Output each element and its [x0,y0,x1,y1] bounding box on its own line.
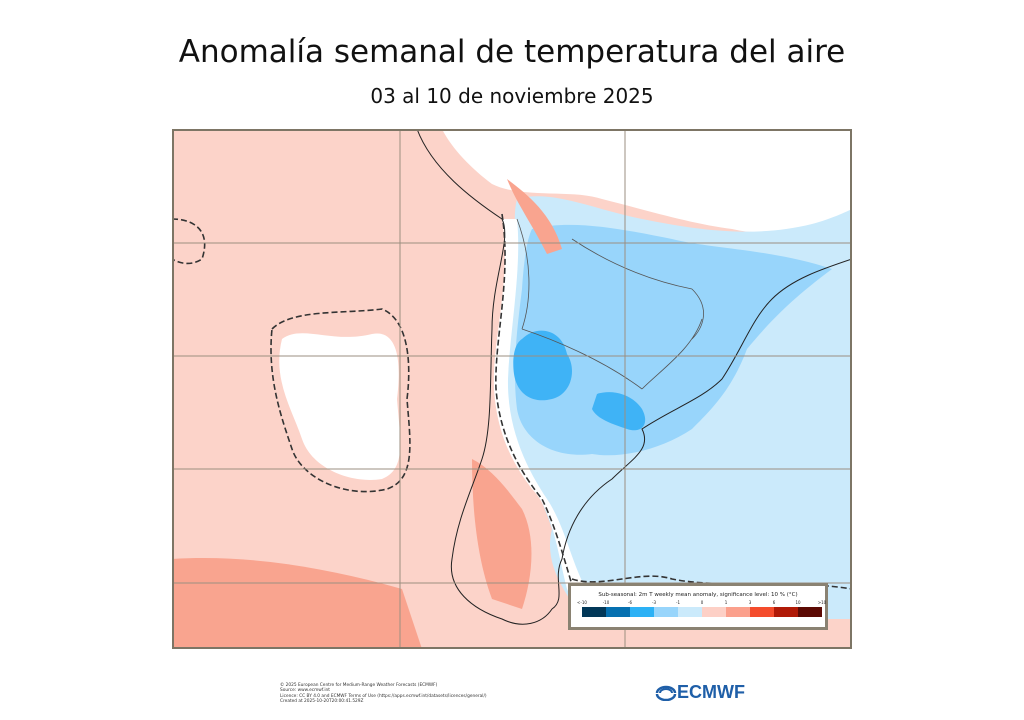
legend-tick-label: 3 [748,600,752,605]
legend-tick-label: 1 [724,600,728,605]
ecmwf-logo: ECMWF [655,682,745,703]
legend-swatch [774,607,798,617]
warm-north [507,179,562,254]
legend-tick-label: -10 [602,600,610,605]
legend-tick-label: >10 [817,600,827,605]
legend-swatch [654,607,678,617]
color-legend: Sub-seasonal: 2m T weekly mean anomaly, … [568,583,828,630]
legend-tick-label: -6 [628,600,632,605]
significance-contour [495,213,583,620]
copyright-line: © 2025 European Centre for Medium-Range … [280,683,438,688]
legend-title: Sub-seasonal: 2m T weekly mean anomaly, … [598,592,798,598]
coastline [416,129,852,625]
legend-swatch [582,607,606,617]
ecmwf-logo-icon [655,685,677,701]
legend-swatch [798,607,822,617]
no-signal-pacific [279,333,401,480]
warm-south-band [172,558,422,649]
cold-region-moderate [514,224,832,456]
anomaly-map [172,129,852,649]
legend-tick-label: <-10 [577,600,587,605]
significance-contour [270,308,411,493]
legend-colorbar [582,607,822,617]
legend-tick-label: 10 [795,600,801,605]
logo-text: ECMWF [677,682,745,702]
country-borders [516,218,704,390]
legend-swatch [678,607,702,617]
legend-tick-label: -3 [652,600,656,605]
footer-credits: © 2025 European Centre for Medium-Range … [280,683,487,704]
no-signal-north [442,129,852,233]
legend-swatch [630,607,654,617]
cold-region-strong-2 [592,392,646,431]
licence-line: Licence: CC BY 4.0 and ECMWF Terms of Us… [280,693,487,699]
page-subtitle: 03 al 10 de noviembre 2025 [370,84,654,108]
legend-ticks: <-10 -10 -6 -3 -1 0 1 3 6 10 >10 [577,600,826,606]
legend-swatch [726,607,750,617]
legend-swatch [702,607,726,617]
source-line: Source: www.ecmwf.int [280,688,330,694]
page-title: Anomalía semanal de temperatura del aire [178,34,846,70]
legend-tick-label: 6 [772,600,776,605]
legend-tick-label: 0 [700,600,704,605]
graticule [172,129,852,649]
cold-region-strong [513,330,572,401]
legend-tick-label: -1 [676,600,680,605]
map-frame [172,129,852,649]
legend-swatch [606,607,630,617]
warm-patagonia [472,459,532,609]
created-line: Created at 2025-10-20T20:00:41.529Z [280,698,364,704]
legend-swatch [750,607,774,617]
